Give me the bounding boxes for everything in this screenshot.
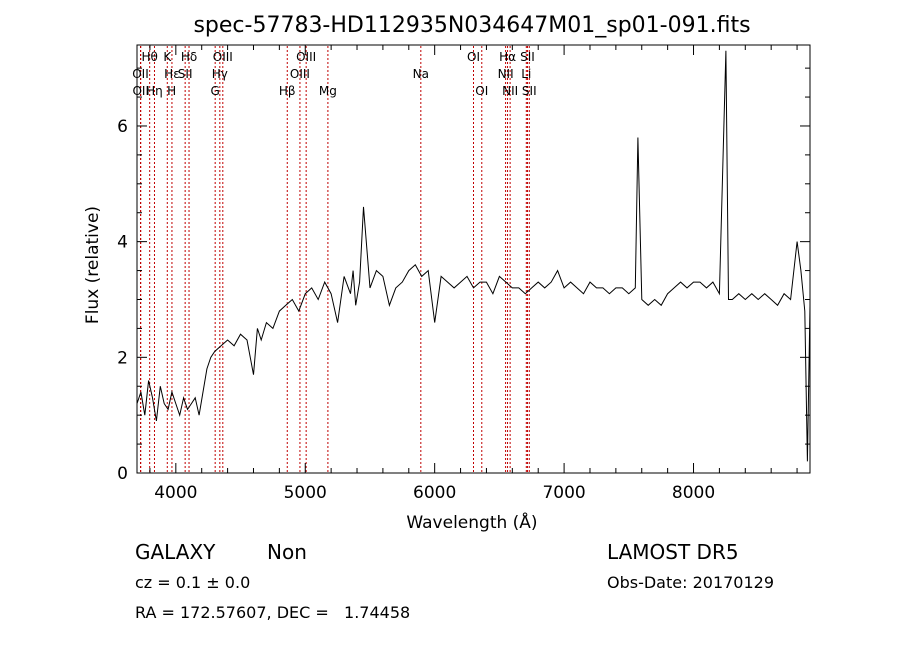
line-marker-label: NII xyxy=(498,67,514,81)
x-tick-label: 6000 xyxy=(413,483,456,503)
line-marker-label: Hα xyxy=(499,50,516,64)
subclass-label: Non xyxy=(267,540,307,564)
x-tick-label: 8000 xyxy=(672,483,715,503)
x-tick-label: 5000 xyxy=(284,483,327,503)
line-marker-label: G xyxy=(211,84,220,98)
y-tick-label: 6 xyxy=(117,117,128,137)
line-marker-label: OII xyxy=(132,67,149,81)
spectrum-line xyxy=(136,50,811,462)
y-tick-label: 4 xyxy=(117,233,128,253)
x-tick-label: 4000 xyxy=(154,483,197,503)
plot-frame xyxy=(136,44,811,474)
class-label: GALAXY xyxy=(135,540,216,564)
line-marker-label: Na xyxy=(413,67,429,81)
x-tick-label: 7000 xyxy=(542,483,585,503)
line-marker-label: OI xyxy=(467,50,480,64)
survey-label: LAMOST DR5 xyxy=(607,540,739,564)
x-axis-label: Wavelength (Å) xyxy=(406,511,537,533)
line-marker-label: SII xyxy=(178,67,193,81)
y-tick-label: 0 xyxy=(117,464,128,484)
line-marker-group xyxy=(139,46,530,472)
y-tick-label: 2 xyxy=(117,348,128,368)
line-marker-label: K xyxy=(163,50,172,64)
line-marker-label: OIII xyxy=(296,50,316,64)
line-marker-label: SII xyxy=(520,50,535,64)
y-axis-label: Flux (relative) xyxy=(83,206,103,324)
line-marker-label: Hε xyxy=(164,67,180,81)
x-tick-group: 4000 5000 6000 7000 8000 xyxy=(149,45,798,503)
line-marker-label: Hδ xyxy=(181,50,197,64)
chart-title: spec-57783-HD112935N034647M01_sp01-091.f… xyxy=(193,13,750,38)
line-marker-label: OIII xyxy=(213,50,233,64)
line-marker-label: Hβ xyxy=(279,84,296,98)
line-marker-label: Hη xyxy=(146,84,163,98)
line-marker-label: Hγ xyxy=(212,67,228,81)
y-tick-group: 0 2 4 6 xyxy=(117,67,810,484)
line-marker-label: NII xyxy=(502,84,518,98)
line-marker-label: SII xyxy=(522,84,537,98)
obs-date-text: Obs-Date: 20170129 xyxy=(607,573,775,592)
radec-text: RA = 172.57607, DEC = 1.74458 xyxy=(135,603,411,622)
line-marker-label: Li xyxy=(521,67,531,81)
line-marker-label: H xyxy=(167,84,176,98)
redshift-text: cz = 0.1 ± 0.0 xyxy=(135,573,251,592)
line-marker-label: OIII xyxy=(290,67,310,81)
line-marker-label: OI xyxy=(475,84,488,98)
line-marker-label: Mg xyxy=(319,84,337,98)
line-marker-label: Hθ xyxy=(141,50,157,64)
